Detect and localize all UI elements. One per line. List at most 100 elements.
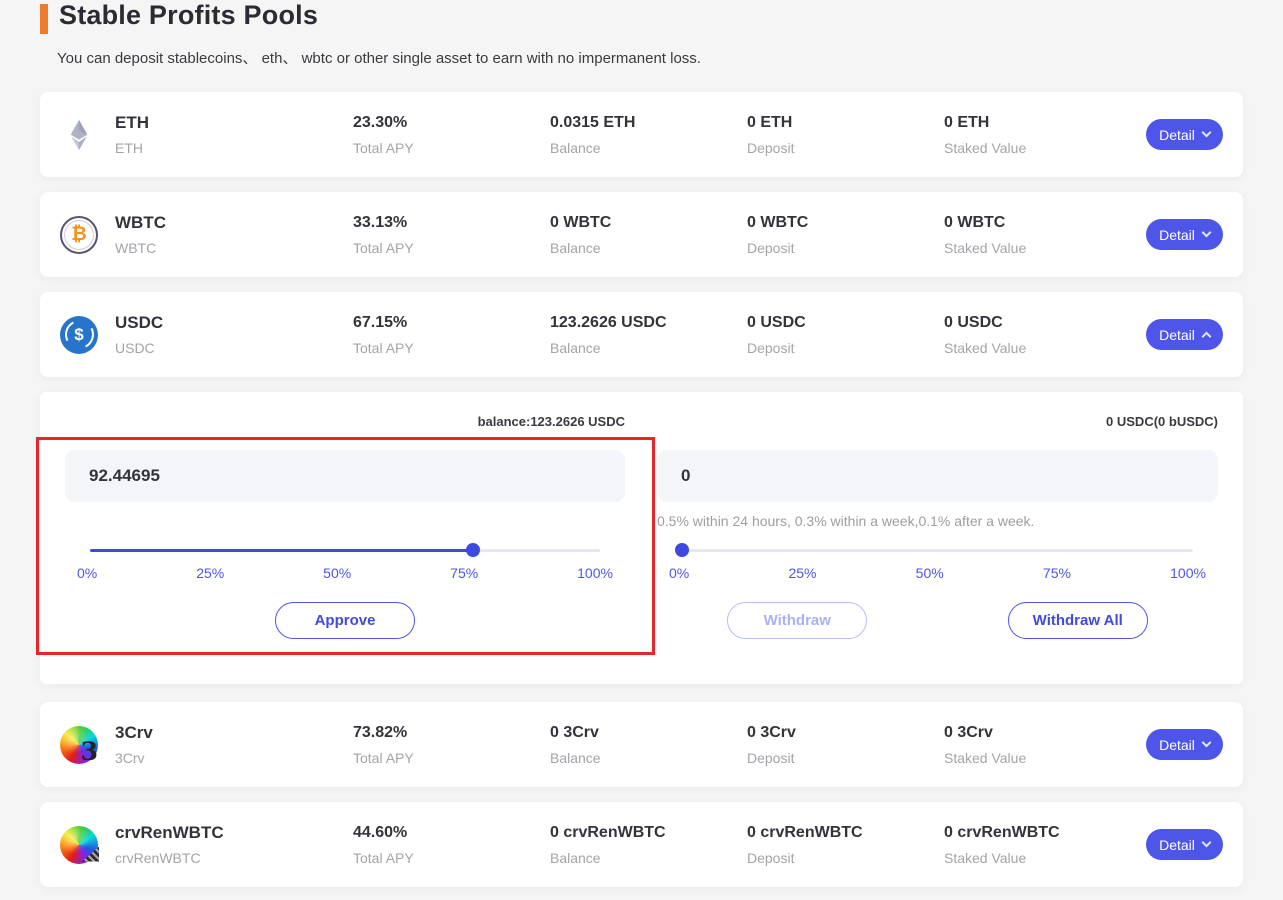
stat-staked-value: 0 ETH Staked Value [944,114,1141,156]
stat-label: Deposit [747,139,795,156]
detail-button[interactable]: Detail [1146,219,1223,250]
stat-label: Total APY [353,139,414,156]
withdraw-slider[interactable] [675,543,1193,557]
withdraw-tick-0[interactable]: 0% [669,565,690,581]
stat-label: Balance [550,239,601,256]
deposit-amount-input[interactable] [65,450,625,502]
stat-balance: 0 crvRenWBTC Balance [550,824,747,866]
stat-deposit: 0 crvRenWBTC Deposit [747,824,944,866]
detail-button[interactable]: Detail [1146,729,1223,760]
stat-value: 23.30% [353,113,408,131]
chevron-up-icon [1201,331,1212,342]
stat-staked-value: 0 USDC Staked Value [944,314,1141,356]
stat-value: 0 WBTC [747,213,809,231]
stat-value: 0 3Crv [944,723,993,741]
title-accent-bar [40,4,48,34]
stat-balance: 0.0315 ETH Balance [550,114,747,156]
asset-cell: 3Crv 3Crv [60,723,353,766]
stat-value: 0 3Crv [747,723,796,741]
stat-total-apy: 67.15% Total APY [353,314,550,356]
stat-label: Balance [550,849,601,866]
stat-total-apy: 73.82% Total APY [353,724,550,766]
detail-button[interactable]: Detail [1146,829,1223,860]
stat-value: 0 USDC [747,313,806,331]
stat-label: Deposit [747,239,795,256]
stat-balance: 0 WBTC Balance [550,214,747,256]
page-title: Stable Profits Pools [59,0,319,30]
stat-label: Total APY [353,339,414,356]
stat-label: Total APY [353,849,414,866]
stat-label: Balance [550,749,601,766]
stat-label: Total APY [353,239,414,256]
pool-row-3crv: 3Crv 3Crv 73.82% Total APY 0 3Crv Balanc… [40,702,1243,787]
chevron-down-icon [1201,737,1212,748]
deposit-slider[interactable] [90,543,600,557]
stat-label: Staked Value [944,749,1027,766]
withdraw-slider-handle[interactable] [675,543,689,557]
stat-value: 33.13% [353,213,408,231]
stat-label: Deposit [747,749,795,766]
stat-value: 0 WBTC [944,213,1006,231]
stat-value: 0 crvRenWBTC [944,823,1060,841]
deposit-slider-handle[interactable] [465,543,480,557]
stat-label: Total APY [353,749,414,766]
asset-cell: ETH ETH [60,113,353,156]
pool-name: ETH [115,113,149,132]
pool-list: ETH ETH 23.30% Total APY 0.0315 ETH Bala… [40,92,1243,900]
deposit-slider-fill [90,549,473,552]
withdraw-all-button[interactable]: Withdraw All [1007,602,1148,639]
usdc-coin-icon: $ [60,315,98,354]
stat-value: 0 WBTC [550,213,612,231]
stat-label: Balance [550,139,601,156]
stat-total-apy: 44.60% Total APY [353,824,550,866]
stat-total-apy: 23.30% Total APY [353,114,550,156]
withdraw-tick-50[interactable]: 50% [915,565,944,581]
asset-cell: ₿ WBTC WBTC [60,213,353,256]
wbtc-coin-icon: ₿ [60,215,98,254]
stat-value: 67.15% [353,313,408,331]
withdraw-button[interactable]: Withdraw [727,602,868,639]
stat-balance: 123.2626 USDC Balance [550,314,747,356]
withdraw-amount-input[interactable] [657,450,1218,502]
detail-button-label: Detail [1159,126,1195,143]
detail-button[interactable]: Detail [1146,119,1223,150]
stat-value: 0.0315 ETH [550,113,636,131]
deposit-tick-0[interactable]: 0% [77,565,98,581]
pool-symbol: WBTC [115,240,157,256]
withdraw-tick-100[interactable]: 100% [1170,565,1206,581]
pool-symbol: ETH [115,140,143,156]
stat-value: 0 crvRenWBTC [550,823,666,841]
stat-value: 0 USDC [944,313,1003,331]
detail-button-label: Detail [1159,226,1195,243]
stat-label: Staked Value [944,139,1027,156]
pool-row-wbtc: ₿ WBTC WBTC 33.13% Total APY 0 WBTC Bala… [40,192,1243,277]
chevron-down-icon [1201,127,1212,138]
deposit-tick-25[interactable]: 25% [196,565,225,581]
deposit-slider-labels: 0% 25% 50% 75% 100% [77,565,613,582]
stat-deposit: 0 USDC Deposit [747,314,944,356]
pool-expand-panel: balance:123.2626 USDC 0% 25% 50% 75% 100… [40,392,1243,684]
deposit-tick-100[interactable]: 100% [577,565,613,581]
stat-label: Staked Value [944,339,1027,356]
pool-row-usdc: $ USDC USDC 67.15% Total APY 123.2626 US… [40,292,1243,377]
stat-balance: 0 3Crv Balance [550,724,747,766]
withdraw-tick-75[interactable]: 75% [1042,565,1071,581]
deposit-section: balance:123.2626 USDC 0% 25% 50% 75% 100… [65,414,625,684]
pool-name: USDC [115,313,164,332]
pool-name: crvRenWBTC [115,823,224,842]
deposit-tick-50[interactable]: 50% [323,565,352,581]
stat-value: 44.60% [353,823,408,841]
withdraw-section: 0 USDC(0 bUSDC) 0.5% within 24 hours, 0.… [657,414,1218,684]
stat-label: Deposit [747,339,795,356]
approve-button[interactable]: Approve [275,602,415,639]
withdraw-slider-track[interactable] [682,549,1193,552]
deposit-tick-75[interactable]: 75% [450,565,479,581]
stat-staked-value: 0 crvRenWBTC Staked Value [944,824,1141,866]
detail-button[interactable]: Detail [1146,319,1223,350]
stat-label: Staked Value [944,849,1027,866]
eth-coin-icon [60,116,98,154]
stat-value: 0 crvRenWBTC [747,823,863,841]
withdraw-tick-25[interactable]: 25% [788,565,817,581]
stat-deposit: 0 ETH Deposit [747,114,944,156]
